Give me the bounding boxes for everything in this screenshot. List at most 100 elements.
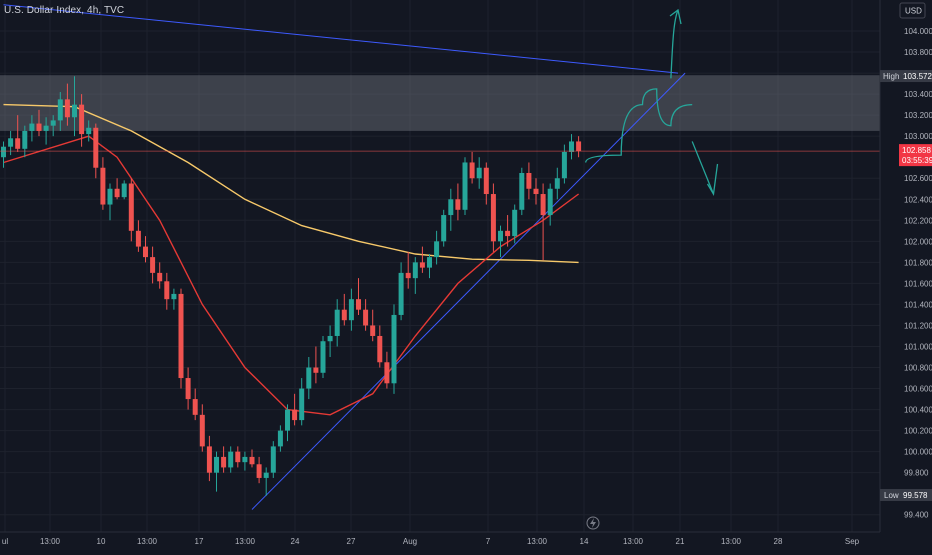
candle-body [462,162,468,210]
candle-body [370,325,376,336]
candle-body [505,230,511,237]
trendline[interactable] [3,4,679,74]
candle-body [185,378,191,400]
projection-down-arrowhead[interactable] [706,163,719,196]
candle-body [228,451,234,468]
time-tick-label: Aug [403,537,417,546]
price-tick-label: 102.000 [904,237,932,246]
candle-body [235,451,241,463]
candle-body [341,309,347,321]
time-tick-label: 17 [195,537,204,546]
time-tick-label: 13:00 [40,537,61,546]
price-axis[interactable]: 104.000103.800103.600103.400103.200103.0… [879,0,932,550]
low-label: Low [884,491,899,500]
currency-button[interactable]: USD [905,7,922,16]
candle-body [419,262,425,268]
candle-body [206,446,212,473]
symbol-title: U.S. Dollar Index, 4h, TVC [4,5,125,16]
candle-body [157,272,163,282]
price-tick-label: 100.800 [904,364,932,373]
candle-body [171,293,177,300]
candle-body [143,246,148,258]
moving-averages [3,103,580,416]
time-tick-label: 24 [291,537,300,546]
time-tick-label: 27 [347,537,356,546]
candle-body [327,335,333,342]
time-tick-label: 13:00 [235,537,256,546]
time-tick-label: 13:00 [623,537,644,546]
projection-drawing[interactable] [585,8,719,196]
projection-up-arrowhead[interactable] [669,8,682,25]
candle-body [1,146,6,158]
candle-body [540,194,546,216]
ma-slow-line [3,103,579,264]
candle-body [519,172,525,210]
price-axis-bg [880,0,932,550]
candle-body [441,215,447,242]
candle-body [93,127,99,168]
candle-body [377,335,383,363]
candle-body [121,183,127,198]
currency-button-frame[interactable] [899,2,926,19]
candle-body [547,188,553,216]
time-axis[interactable]: ul 13:00 10 13:00 17 13:00 24 27 Aug 7 13:00 14 13:0… [0,516,880,546]
candle-body [434,241,440,258]
price-tick-label: 102.400 [904,195,932,204]
candle-body [270,446,276,473]
ma-fast-line [3,135,580,416]
countdown-value: 03:55:39 [902,156,932,165]
last-price-value: 102.858 [902,146,931,155]
price-tick-label: 102.600 [904,174,932,183]
candle-body [150,257,156,273]
price-tick-label: 101.600 [904,279,932,288]
candle-body [43,125,49,131]
price-tick-label: 100.400 [904,406,932,415]
candle-body [277,430,283,447]
price-tick-label: 104.000 [904,27,932,36]
price-tick-label: 101.200 [904,321,932,330]
candle-body [86,127,92,135]
candle-body [348,299,354,321]
time-tick-label: ul [2,537,8,546]
candle-body [242,456,248,463]
projection-up-arrow[interactable] [670,9,679,79]
low-badge [880,489,932,501]
price-tick-label: 100.000 [904,448,932,457]
price-tick-label: 101.000 [904,342,932,351]
candle-body [405,272,411,279]
candle-body [561,151,567,179]
price-tick-label: 99.400 [904,511,929,520]
candle-body [313,367,319,373]
projection-wave[interactable] [585,88,693,163]
candle-body [398,272,404,315]
candle-body [391,314,397,384]
lightning-icon[interactable] [586,516,600,530]
time-tick-label: 28 [774,537,783,546]
candle-body [79,104,85,135]
price-tick-label: 103.200 [904,111,932,120]
candle-body [114,188,120,198]
price-tick-label: 99.800 [904,469,929,478]
price-tick-label: 103.400 [904,90,932,99]
candle-body [128,183,134,231]
candle-body [50,120,56,126]
candle-body [427,257,432,268]
time-tick-label: 21 [676,537,685,546]
candle-body [249,456,255,465]
projection-down-arrow[interactable] [691,141,715,195]
candle-body [164,281,170,300]
candle-body [15,138,21,149]
candle-body [363,309,369,326]
time-tick-label: 14 [580,537,589,546]
time-tick-label: 10 [97,537,106,546]
high-label: High [883,72,899,81]
candle-body [72,104,77,118]
candle-body [107,188,113,205]
time-tick-label: 7 [486,537,491,546]
candle-body [263,472,269,478]
zone-rect [0,75,880,131]
trendlines[interactable] [3,4,686,510]
trendline[interactable] [251,72,686,510]
